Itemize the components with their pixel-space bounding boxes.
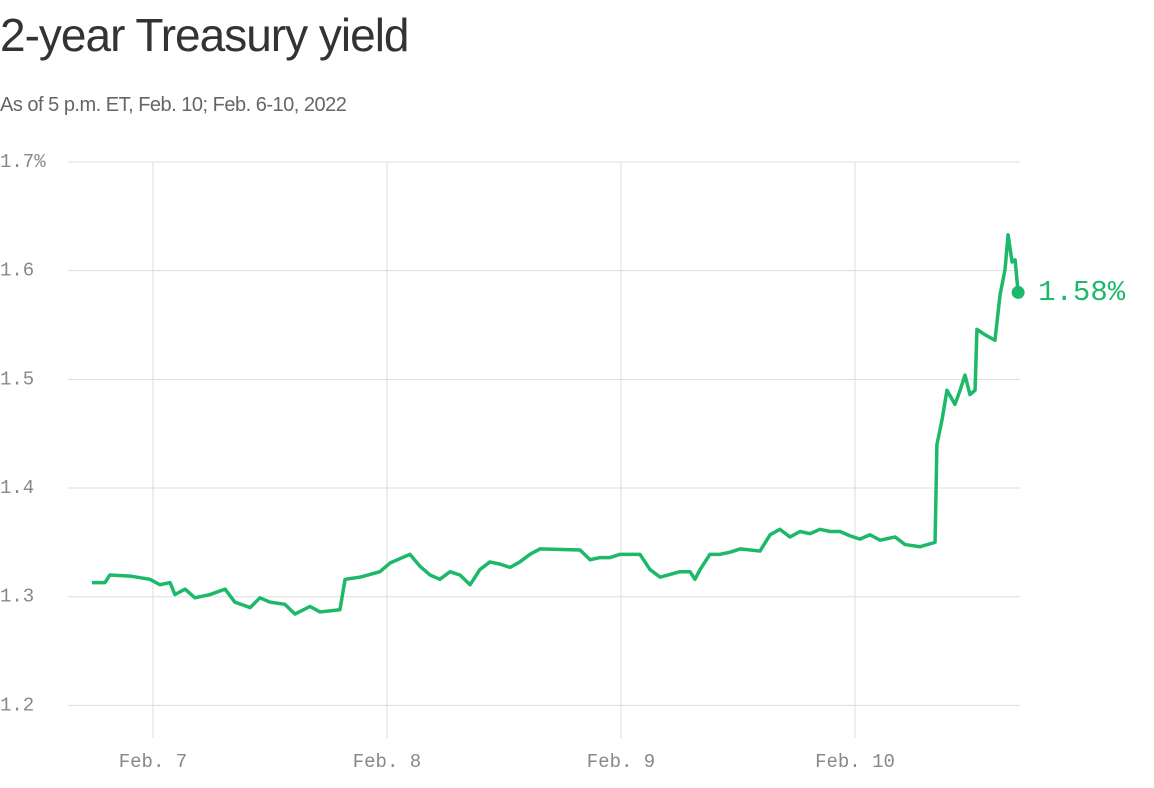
data-line [91, 233, 1020, 616]
chart-title: 2-year Treasury yield [0, 9, 409, 61]
end-point [1011, 285, 1025, 299]
y-tick-label: 1.2 [0, 694, 34, 716]
x-tick-label: Feb. 9 [587, 751, 655, 773]
y-tick-label: 1.3 [0, 586, 34, 608]
y-tick-label: 1.6 [0, 260, 34, 282]
y-tick-label: 1.5 [0, 368, 34, 390]
x-tick-label: Feb. 10 [815, 751, 895, 773]
end-label: 1.58% [1038, 276, 1126, 309]
x-tick-label: Feb. 7 [119, 751, 187, 773]
y-tick-label: 1.4 [0, 477, 34, 499]
y-tick-label: 1.7% [0, 151, 46, 173]
chart-subtitle: As of 5 p.m. ET, Feb. 10; Feb. 6-10, 202… [0, 94, 347, 116]
x-tick-label: Feb. 8 [353, 751, 421, 773]
